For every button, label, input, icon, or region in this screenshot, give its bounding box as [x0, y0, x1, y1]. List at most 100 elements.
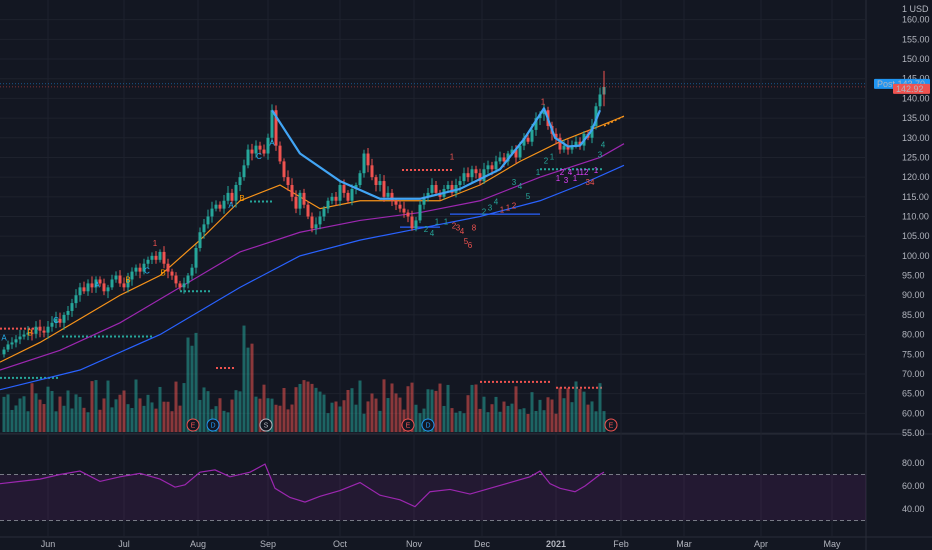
candle-body[interactable]: [262, 149, 266, 154]
candle-body[interactable]: [406, 212, 410, 217]
candle-body[interactable]: [434, 185, 438, 193]
candle-body[interactable]: [270, 110, 274, 138]
price-axis[interactable]: 1 USD 160.00 155.00 150.00 145.00 140.00 135.…: [902, 4, 930, 438]
candle-body[interactable]: [234, 185, 238, 201]
candle-body[interactable]: [110, 279, 114, 288]
candle-body[interactable]: [494, 161, 498, 170]
candle-body[interactable]: [474, 169, 478, 174]
candle-body[interactable]: [566, 145, 570, 150]
candle-body[interactable]: [258, 145, 262, 150]
candle-body[interactable]: [578, 141, 582, 146]
candle-body[interactable]: [470, 169, 474, 178]
candle-body[interactable]: [414, 220, 418, 229]
rsi-panel[interactable]: 80.00 60.00 40.00: [0, 458, 925, 521]
candle-body[interactable]: [502, 157, 506, 162]
candle-body[interactable]: [362, 153, 366, 174]
candle-body[interactable]: [390, 192, 394, 201]
candle-body[interactable]: [166, 263, 170, 272]
candle-body[interactable]: [126, 279, 130, 288]
candle-body[interactable]: [186, 275, 190, 284]
candle-body[interactable]: [2, 349, 6, 355]
candle-body[interactable]: [174, 275, 178, 284]
candle-body[interactable]: [282, 161, 286, 178]
candle-body[interactable]: [402, 208, 406, 213]
candle-body[interactable]: [46, 326, 50, 333]
candle-body[interactable]: [222, 200, 226, 209]
candle-body[interactable]: [430, 185, 434, 193]
candle-body[interactable]: [570, 145, 574, 150]
candle-body[interactable]: [370, 165, 374, 178]
candle-body[interactable]: [554, 133, 558, 138]
candle-body[interactable]: [94, 279, 98, 288]
candle-body[interactable]: [134, 267, 138, 272]
candle-body[interactable]: [66, 310, 70, 315]
candle-body[interactable]: [334, 196, 338, 201]
candle-body[interactable]: [318, 216, 322, 225]
candle-body[interactable]: [378, 181, 382, 186]
candle-body[interactable]: [286, 177, 290, 186]
candle-body[interactable]: [298, 192, 302, 209]
candle-body[interactable]: [526, 137, 530, 142]
candle-body[interactable]: [182, 283, 186, 288]
candle-body[interactable]: [82, 287, 86, 292]
candle-body[interactable]: [34, 326, 38, 334]
event-marker-icon[interactable]: [604, 418, 618, 432]
candle-body[interactable]: [590, 125, 594, 138]
candle-body[interactable]: [158, 251, 162, 260]
candle-body[interactable]: [302, 192, 306, 205]
candle-body[interactable]: [130, 271, 134, 280]
candle-body[interactable]: [62, 314, 66, 323]
candle-body[interactable]: [214, 204, 218, 209]
candle-body[interactable]: [6, 344, 10, 350]
candle-body[interactable]: [178, 283, 182, 288]
candle-body[interactable]: [54, 318, 58, 323]
candle-body[interactable]: [266, 137, 270, 154]
candle-body[interactable]: [350, 188, 354, 201]
candle-body[interactable]: [142, 263, 146, 272]
candle-body[interactable]: [522, 137, 526, 146]
candle-body[interactable]: [422, 196, 426, 205]
candle-body[interactable]: [10, 342, 14, 345]
candle-body[interactable]: [58, 318, 62, 323]
candle-body[interactable]: [410, 216, 414, 229]
time-axis[interactable]: Jun Jul Aug Sep Oct Nov Dec 2021 Feb Mar Apr May: [41, 539, 841, 549]
candle-body[interactable]: [18, 336, 22, 340]
candle-body[interactable]: [534, 118, 538, 130]
candle-body[interactable]: [90, 283, 94, 288]
event-marker-icon[interactable]: [421, 418, 435, 432]
candle-body[interactable]: [426, 192, 430, 197]
candle-body[interactable]: [238, 177, 242, 186]
candle-body[interactable]: [290, 185, 294, 197]
candle-body[interactable]: [86, 283, 90, 292]
candle-body[interactable]: [330, 196, 334, 201]
candle-body[interactable]: [250, 149, 254, 154]
candle-body[interactable]: [98, 279, 102, 284]
candle-body[interactable]: [498, 157, 502, 162]
candle-body[interactable]: [374, 177, 378, 186]
candle-body[interactable]: [514, 149, 518, 158]
candle-body[interactable]: [138, 267, 142, 272]
candle-body[interactable]: [14, 339, 18, 343]
candle-body[interactable]: [382, 181, 386, 197]
candle-body[interactable]: [154, 255, 158, 260]
candle-body[interactable]: [518, 145, 522, 158]
candle-body[interactable]: [294, 196, 298, 209]
candle-body[interactable]: [462, 173, 466, 182]
candle-body[interactable]: [322, 208, 326, 217]
candle-body[interactable]: [102, 283, 106, 292]
candle-body[interactable]: [326, 200, 330, 209]
candle-body[interactable]: [254, 145, 258, 154]
candle-body[interactable]: [30, 332, 34, 334]
candle-body[interactable]: [338, 185, 342, 201]
candle-body[interactable]: [242, 165, 246, 178]
candle-body[interactable]: [458, 181, 462, 186]
candle-body[interactable]: [202, 224, 206, 233]
candle-body[interactable]: [510, 149, 514, 154]
candle-body[interactable]: [446, 185, 450, 189]
candle-body[interactable]: [198, 232, 202, 248]
candle-body[interactable]: [342, 185, 346, 193]
candle-body[interactable]: [398, 204, 402, 209]
candle-body[interactable]: [70, 303, 74, 311]
candle-body[interactable]: [170, 271, 174, 276]
